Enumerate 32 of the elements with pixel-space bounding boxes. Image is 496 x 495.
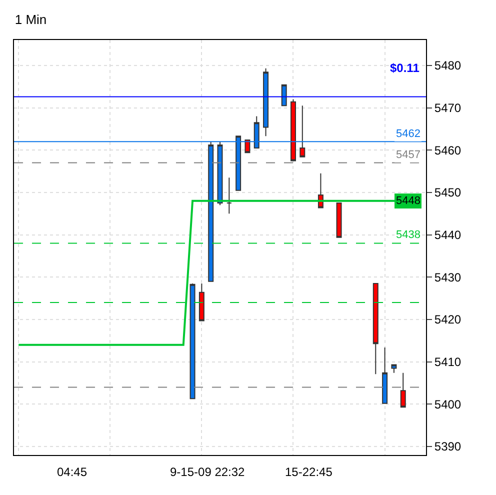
annotation: $0.11	[390, 61, 420, 75]
candlestick	[400, 372, 406, 408]
ref-line-label: 5457	[396, 149, 420, 161]
y-tick-label: 5420	[434, 312, 462, 327]
ref-line-label: 5438	[396, 229, 420, 241]
candlestick	[372, 282, 378, 375]
candlestick	[336, 202, 342, 238]
annotation: 5448	[396, 195, 420, 207]
ref-line-label: 5462	[396, 128, 420, 140]
y-tick-label: 5400	[434, 397, 462, 412]
y-tick-label: 5470	[434, 100, 462, 115]
chart-title: 1 Min	[14, 12, 47, 27]
candlestick	[290, 98, 296, 162]
y-tick-label: 5390	[434, 440, 462, 454]
text: 15-22:45	[285, 465, 333, 479]
candlestick	[198, 282, 204, 322]
y-tick-label: 5450	[434, 186, 462, 200]
candlestick	[244, 139, 250, 154]
y-tick-label: 5410	[434, 355, 462, 370]
candlestick	[391, 364, 397, 374]
candlestick	[226, 177, 232, 214]
y-tick-label: 5460	[434, 143, 462, 158]
y-tick-label: 5430	[434, 270, 462, 284]
text: 04:45	[57, 465, 88, 479]
candlestick	[300, 105, 306, 158]
y-tick-label: 5480	[434, 58, 462, 73]
y-tick-label: 5440	[434, 228, 462, 242]
candlestick	[281, 84, 287, 106]
text: 9-15-09 22:32	[170, 465, 246, 479]
candlestick	[263, 68, 269, 137]
candlestick	[382, 346, 388, 404]
candlestick	[190, 282, 196, 400]
